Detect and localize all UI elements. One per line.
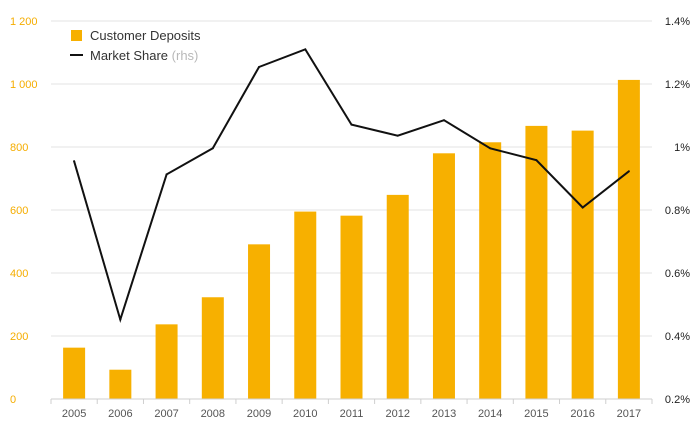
bar-2014	[479, 142, 502, 399]
bar-2011	[340, 215, 363, 399]
market-share-point-2015	[535, 159, 538, 162]
bar-2015	[525, 125, 548, 400]
x-tick-label-2005: 2005	[62, 408, 86, 420]
bar-2009	[248, 244, 271, 399]
legend: Customer Deposits Market Share (rhs)	[70, 28, 201, 63]
y-right-tick-label-1-4: 1.4%	[665, 16, 690, 28]
x-tick-label-2010: 2010	[293, 408, 317, 420]
y-right-tick-label-0-2: 0.2%	[665, 394, 690, 406]
legend-label-market-share: Market Share (rhs)	[90, 48, 198, 63]
y-left-tick-label-1200: 1 200	[10, 16, 38, 28]
y-right-tick-label-0-6: 0.6%	[665, 268, 690, 280]
x-tick-label-2014: 2014	[478, 408, 502, 420]
deposit-bars	[63, 79, 640, 400]
y-right-tick-label-0-4: 0.4%	[665, 331, 690, 343]
bar-2008	[201, 297, 224, 399]
x-tick-label-2016: 2016	[570, 408, 594, 420]
bar-2012	[386, 194, 409, 399]
bar-2013	[432, 153, 455, 399]
market-share-point-2017	[627, 170, 630, 173]
x-tick-label-2012: 2012	[385, 408, 409, 420]
y-right-tick-label-1: 1%	[674, 142, 690, 154]
market-share-point-2007	[165, 173, 168, 176]
market-share-point-2014	[489, 147, 492, 150]
x-tick-label-2007: 2007	[154, 408, 178, 420]
legend-label-customer-deposits-text: Customer Deposits	[90, 28, 201, 43]
y-left-tick-label-800: 800	[10, 142, 28, 154]
y-right-tick-label-0-8: 0.8%	[665, 205, 690, 217]
bar-2007	[155, 324, 178, 399]
x-tick-label-2013: 2013	[432, 408, 456, 420]
y-left-tick-label-0: 0	[10, 394, 16, 406]
y-right-tick-label-1-2: 1.2%	[665, 79, 690, 91]
market-share-point-2010	[304, 48, 307, 51]
x-tick-label-2017: 2017	[617, 408, 641, 420]
market-share-point-2013	[442, 119, 445, 122]
market-share-point-2012	[396, 134, 399, 137]
y-left-tick-label-600: 600	[10, 205, 28, 217]
bar-2006	[109, 369, 132, 399]
market-share-point-2016	[581, 206, 584, 209]
market-share-line-group	[73, 48, 630, 324]
x-tick-label-2015: 2015	[524, 408, 548, 420]
legend-label-market-share-text: Market Share	[90, 48, 168, 63]
market-share-point-2011	[350, 123, 353, 126]
legend-label-market-share-suffix: (rhs)	[172, 48, 199, 63]
bar-2016	[571, 130, 594, 399]
market-share-point-2006	[119, 318, 122, 321]
market-share-point-2005	[73, 160, 76, 163]
axes: 2005 2006 2007 2008 2009 2010 2011 2012 2013 2014…	[10, 16, 690, 420]
bar-2010	[294, 211, 317, 399]
legend-label-customer-deposits: Customer Deposits	[90, 28, 201, 43]
x-tick-label-2009: 2009	[247, 408, 271, 420]
x-tick-label-2011: 2011	[340, 408, 364, 420]
gridlines	[51, 20, 652, 337]
legend-swatch-customer-deposits	[71, 30, 82, 41]
bar-2005	[63, 347, 86, 399]
market-share-point-2009	[258, 65, 261, 68]
y-left-tick-label-200: 200	[10, 331, 28, 343]
x-tick-label-2006: 2006	[108, 408, 132, 420]
x-tick-label-2008: 2008	[201, 408, 225, 420]
bar-2017	[617, 79, 640, 399]
y-left-tick-label-400: 400	[10, 268, 28, 280]
market-share-point-2008	[211, 147, 214, 150]
y-left-tick-label-1000: 1 000	[10, 79, 38, 91]
